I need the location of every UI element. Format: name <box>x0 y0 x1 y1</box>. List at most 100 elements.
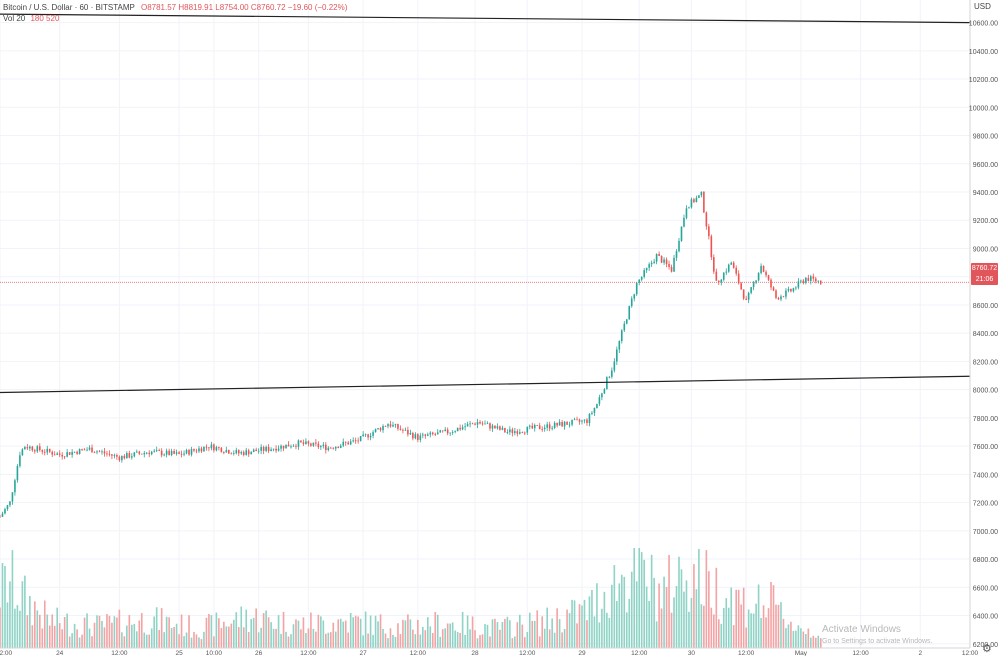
candle-body <box>131 456 133 458</box>
volume-bar <box>148 634 151 648</box>
candle-body <box>665 259 668 264</box>
symbol-title[interactable]: Bitcoin / U.S. Dollar · 60 · BITSTAMP <box>3 3 135 12</box>
volume-bar <box>608 617 611 648</box>
candle-body <box>548 424 551 429</box>
candle-body <box>369 435 372 438</box>
candle-body <box>790 288 792 292</box>
candle-body <box>352 440 354 442</box>
candle-body <box>787 288 790 291</box>
volume-bar <box>757 584 760 648</box>
candle-body <box>620 330 623 342</box>
volume-bar <box>155 607 158 648</box>
price-tick-label: 7600.00 <box>973 444 998 451</box>
currency-label[interactable]: USD <box>974 2 991 11</box>
candle-body <box>660 256 663 263</box>
candle-body <box>300 440 302 443</box>
candle-body <box>367 434 369 438</box>
candle-body <box>63 456 66 458</box>
volume-bar <box>777 604 780 648</box>
price-tick-label: 9200.00 <box>973 218 998 225</box>
volume-bar <box>332 622 335 648</box>
candle-body <box>332 447 335 449</box>
volume-bar <box>78 637 81 648</box>
volume-bar <box>730 587 733 648</box>
volume-bar <box>713 614 715 648</box>
gear-icon[interactable]: ⚙ <box>982 643 992 655</box>
volume-bar <box>83 617 86 648</box>
time-tick-label: 12:00 <box>962 650 979 656</box>
price-tick-label: 6600.00 <box>973 585 998 592</box>
candle-body <box>275 448 277 451</box>
candle-body <box>43 451 46 453</box>
candle-body <box>101 451 103 453</box>
volume-bar <box>451 622 454 648</box>
candle-body <box>645 267 648 271</box>
candle-body <box>180 453 183 455</box>
candle-body <box>618 341 621 350</box>
volume-bar <box>121 632 123 648</box>
candle-body <box>673 257 675 272</box>
time-tick-label: 12:00 <box>852 650 869 656</box>
volume-bar <box>722 607 725 648</box>
volume-bar <box>58 623 61 648</box>
candle-body <box>727 264 730 272</box>
candle-body <box>715 271 718 281</box>
volume-bar <box>481 634 484 648</box>
candle-body <box>782 296 785 298</box>
time-tick-label: 30 <box>688 650 696 656</box>
candle-body <box>262 447 265 451</box>
volume-bar <box>24 575 26 648</box>
volume-bar <box>307 628 310 648</box>
time-tick-label: 12:00 <box>631 650 648 656</box>
price-tick-label: 9000.00 <box>973 246 998 253</box>
candle-body <box>51 451 54 455</box>
volume-bar <box>596 583 598 648</box>
volume-bar <box>96 615 98 648</box>
candle-body <box>320 446 322 448</box>
volume-bar <box>710 607 713 648</box>
volume-bar <box>185 632 188 648</box>
volume-bar <box>218 618 220 648</box>
candle-body <box>523 432 526 434</box>
volume-bar <box>703 605 705 648</box>
price-axis[interactable]: 10600.00 10400.00 10200.00 10000.00 9800.00 9… <box>969 0 1000 649</box>
candle-body <box>347 442 350 445</box>
volume-bar <box>417 619 419 648</box>
candle-body <box>81 448 83 450</box>
candle-body <box>280 445 282 449</box>
volume-bar <box>19 610 21 648</box>
volume-bar <box>695 589 698 648</box>
candle-body <box>464 426 466 428</box>
volume-bar <box>108 615 111 648</box>
candle-body <box>653 261 655 263</box>
volume-bar <box>6 602 9 648</box>
candle-body <box>772 287 775 291</box>
time-axis[interactable]: 12:00 24 12:00 25 10:00 26 12:00 27 12:00 28 12:00… <box>0 647 1000 656</box>
candle-body <box>257 450 260 452</box>
volume-bar <box>680 569 683 648</box>
candle-body <box>372 432 374 436</box>
candle-body <box>394 424 397 425</box>
trendline[interactable] <box>0 375 971 394</box>
candle-body <box>242 452 245 455</box>
trendlines[interactable] <box>0 13 971 394</box>
volume-bar <box>53 625 56 648</box>
candle-body <box>613 361 616 371</box>
candle-body <box>713 257 715 272</box>
trendline[interactable] <box>0 13 971 24</box>
volume-bar <box>208 613 210 648</box>
volume-bar <box>160 608 163 648</box>
volume-bar <box>750 613 752 648</box>
candle-body <box>745 298 747 300</box>
volume-bar <box>675 585 678 648</box>
volume-label[interactable]: Vol 20 <box>3 14 26 23</box>
candle-body <box>83 449 86 451</box>
volume-bar <box>601 608 603 648</box>
volume-bar <box>135 631 138 648</box>
candle-body <box>277 448 280 451</box>
volume-bar <box>48 625 51 648</box>
price-tick-label: 7200.00 <box>973 501 998 508</box>
volume-bar <box>315 631 317 648</box>
volume-bar <box>342 621 345 648</box>
